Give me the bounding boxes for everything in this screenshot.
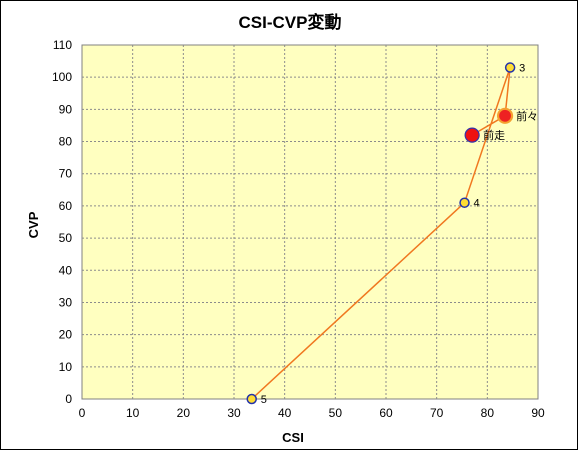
y-tick-label: 100	[52, 70, 72, 84]
y-tick-label: 40	[59, 263, 73, 277]
markers	[246, 62, 516, 405]
y-tick-label: 70	[59, 167, 73, 181]
x-tick-label: 0	[79, 406, 86, 420]
chart-title: CSI-CVP変動	[239, 12, 342, 32]
x-tick-label: 90	[531, 406, 545, 420]
x-tick-label: 60	[379, 406, 393, 420]
x-tick-label: 70	[430, 406, 444, 420]
y-tick-label: 110	[53, 38, 72, 52]
x-tick-label: 30	[227, 406, 241, 420]
x-tick-label: 20	[177, 406, 191, 420]
data-point-label: 前々	[516, 109, 538, 123]
data-point-marker	[246, 393, 257, 405]
x-tick-label: 80	[481, 406, 495, 420]
y-tick-label: 0	[65, 392, 72, 406]
data-point-label: 前走	[483, 128, 505, 142]
y-tick-label: 50	[59, 231, 73, 245]
tick-labels: 0 10 20 30 40 50 60 70 80 90 0 10 20 30 40 50 60 70 80 90 10…	[52, 38, 545, 420]
data-point-marker	[496, 107, 514, 124]
y-tick-label: 90	[59, 102, 73, 116]
x-axis-title: CSI	[282, 430, 304, 445]
y-tick-label: 20	[59, 328, 73, 342]
data-point-label: 3	[519, 63, 525, 75]
y-tick-label: 60	[59, 199, 73, 213]
y-tick-label: 10	[59, 360, 73, 374]
x-tick-label: 10	[126, 406, 140, 420]
data-point-marker	[464, 127, 480, 143]
data-point-label: 5	[261, 394, 267, 406]
y-axis-title: CVP	[26, 211, 41, 238]
data-point-marker	[504, 62, 516, 73]
x-tick-label: 50	[329, 406, 343, 420]
plot-area	[81, 44, 539, 400]
y-tick-label: 30	[59, 295, 73, 309]
y-tick-label: 80	[59, 135, 73, 149]
x-tick-label: 40	[278, 406, 292, 420]
data-point-marker	[459, 197, 470, 208]
data-point-label: 4	[474, 198, 480, 210]
